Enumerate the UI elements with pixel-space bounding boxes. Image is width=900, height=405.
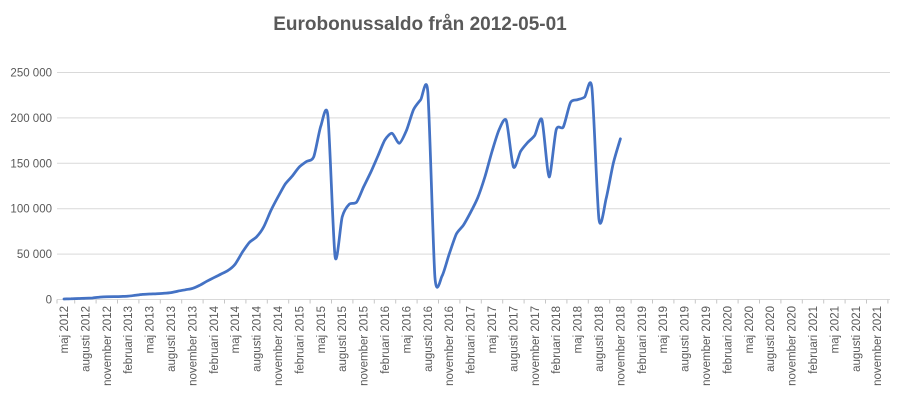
chart-title: Eurobonussaldo från 2012-05-01 (273, 14, 567, 35)
x-axis-label: november 2020 (787, 306, 799, 386)
x-axis-label: november 2012 (102, 306, 114, 386)
x-axis-label: maj 2019 (658, 306, 670, 353)
x-axis-label: maj 2016 (401, 306, 413, 353)
x-axis-label: maj 2018 (573, 306, 585, 353)
x-axis-label: augusti 2019 (680, 306, 692, 372)
x-axis-label: augusti 2014 (252, 305, 264, 371)
x-axis-label: maj 2021 (829, 306, 841, 353)
x-axis-label: november 2013 (187, 306, 199, 386)
y-axis-labels-group: 0 50 000 100 000 150 000 200 000 250 000 (10, 68, 52, 307)
y-axis-label: 100 000 (10, 204, 52, 216)
x-axis-label: maj 2015 (316, 306, 328, 353)
y-axis-label: 150 000 (10, 158, 52, 170)
x-axis-label: maj 2012 (59, 306, 71, 353)
x-axis-label: november 2019 (701, 306, 713, 386)
x-axis-label: november 2018 (615, 306, 627, 386)
x-axis-label: maj 2013 (145, 306, 157, 353)
x-axis-label: november 2021 (872, 306, 884, 386)
x-axis-label: februari 2016 (380, 306, 392, 374)
y-axis-label: 0 (46, 295, 52, 307)
x-axis-labels-group: maj 2012 augusti 2012 november 2012 februar… (59, 305, 884, 386)
x-axis-label: november 2016 (444, 306, 456, 386)
x-axis-label: maj 2017 (487, 306, 499, 353)
y-axis-label: 250 000 (10, 68, 52, 80)
series-line (62, 81, 622, 301)
x-axis-label: februari 2019 (637, 306, 649, 374)
y-axis-label: 200 000 (10, 113, 52, 125)
x-axis-label: augusti 2017 (508, 306, 520, 372)
x-axis-label: augusti 2013 (166, 306, 178, 372)
x-axis-label: februari 2021 (808, 306, 820, 374)
x-axis-label: februari 2015 (294, 306, 306, 374)
x-axis-label: februari 2013 (123, 306, 135, 374)
x-axis-label: augusti 2012 (80, 306, 92, 372)
x-axis-label: februari 2017 (466, 306, 478, 374)
x-axis-label: augusti 2015 (337, 306, 349, 372)
x-axis-label: maj 2020 (744, 306, 756, 353)
x-axis-label: augusti 2016 (423, 306, 435, 372)
x-axis-label: november 2017 (530, 306, 542, 386)
x-axis-label: februari 2020 (722, 306, 734, 374)
x-axis-label: november 2014 (273, 305, 285, 386)
x-axis-label: maj 2014 (230, 305, 242, 353)
x-axis-label: november 2015 (359, 306, 371, 386)
x-axis-ticks-group (56, 299, 889, 304)
x-axis-label: februari 2018 (551, 306, 563, 374)
y-axis-label: 50 000 (17, 249, 52, 261)
x-axis-label: februari 2014 (209, 305, 221, 373)
x-axis-label: augusti 2020 (765, 306, 777, 372)
x-axis-label: augusti 2021 (851, 306, 863, 372)
x-axis-label: augusti 2018 (594, 306, 606, 372)
